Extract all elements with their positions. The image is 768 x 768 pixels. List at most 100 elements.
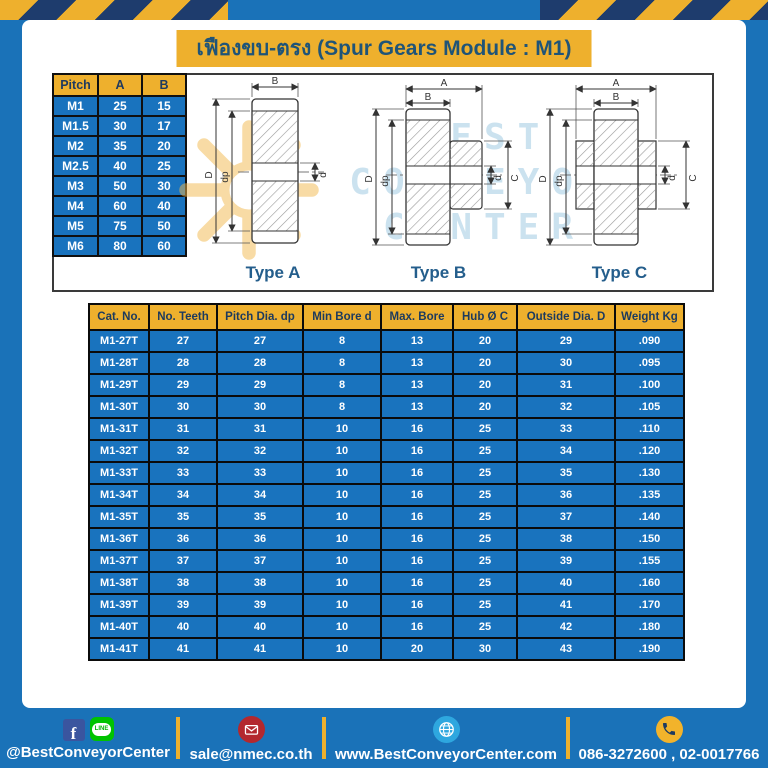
table-cell: 40 — [97, 155, 143, 177]
table-cell: 31 — [148, 417, 218, 441]
table-cell: 16 — [380, 461, 454, 485]
table-cell: 20 — [452, 395, 518, 419]
column-header: Min Bore d — [302, 303, 382, 331]
table-cell: 25 — [452, 571, 518, 595]
diagram-section: BEST CONVEYOR CENTER Pitch A B M1 25 15 M1.5 30… — [52, 73, 714, 292]
spec-table: Cat. No. No. Teeth Pitch Dia. dp Min Bore d… — [88, 303, 685, 661]
table-cell: 13 — [380, 329, 454, 353]
table-cell: 16 — [380, 483, 454, 507]
table-row: M4 60 40 — [52, 195, 187, 217]
table-cell: M3 — [52, 175, 99, 197]
table-cell: .100 — [614, 373, 685, 397]
table-cell: 10 — [302, 417, 382, 441]
table-cell: 38 — [216, 571, 304, 595]
table-cell: 8 — [302, 351, 382, 375]
table-cell: 37 — [516, 505, 616, 529]
table-row: M3 50 30 — [52, 175, 187, 197]
table-cell: 41 — [216, 637, 304, 661]
globe-icon — [432, 715, 460, 743]
table-cell: M1-31T — [88, 417, 150, 441]
footer-divider — [566, 717, 570, 759]
table-row: M1-34T 34 34 10 16 25 36.135 — [88, 483, 685, 507]
table-cell: 30 — [452, 637, 518, 661]
table-cell: 30 — [141, 175, 187, 197]
table-cell: M1-27T — [88, 329, 150, 353]
table-cell: .110 — [614, 417, 685, 441]
table-cell: 35 — [516, 461, 616, 485]
svg-text:A: A — [441, 78, 448, 89]
table-cell: 35 — [148, 505, 218, 529]
table-cell: 35 — [97, 135, 143, 157]
footer-website-section: www.BestConveyorCenter.com — [326, 708, 566, 768]
table-cell: M1-33T — [88, 461, 150, 485]
svg-text:D: D — [204, 171, 215, 178]
table-row: M1-40T 40 40 10 16 25 42.180 — [88, 615, 685, 639]
table-cell: .135 — [614, 483, 685, 507]
table-row: M1-31T 31 31 10 16 25 33.110 — [88, 417, 685, 441]
table-cell: 31 — [216, 417, 304, 441]
table-cell: 41 — [148, 637, 218, 661]
table-cell: .180 — [614, 615, 685, 639]
table-cell: M1-41T — [88, 637, 150, 661]
table-cell: 13 — [380, 351, 454, 375]
line-icon: LINE — [89, 717, 114, 741]
table-cell: .190 — [614, 637, 685, 661]
footer-contact-bar: f LINE @BestConveyorCenter sale@nmec.co.… — [0, 708, 768, 768]
svg-text:D: D — [364, 175, 375, 182]
table-cell: 30 — [97, 115, 143, 137]
table-cell: 29 — [216, 373, 304, 397]
svg-text:D: D — [538, 175, 549, 182]
table-cell: 39 — [516, 549, 616, 573]
table-cell: 40 — [516, 571, 616, 595]
table-cell: 16 — [380, 593, 454, 617]
table-cell: 10 — [302, 527, 382, 551]
table-cell: 10 — [302, 439, 382, 463]
website-url: www.BestConveyorCenter.com — [334, 745, 557, 763]
table-cell: .095 — [614, 351, 685, 375]
table-cell: 28 — [148, 351, 218, 375]
phone-numbers: 086-3272600 , 02-0017766 — [578, 745, 760, 763]
table-cell: M1.5 — [52, 115, 99, 137]
column-header: Max. Bore — [380, 303, 454, 331]
table-cell: 38 — [148, 571, 218, 595]
table-cell: 31 — [516, 373, 616, 397]
table-cell: 10 — [302, 483, 382, 507]
table-cell: 16 — [380, 571, 454, 595]
column-header: Pitch Dia. dp — [216, 303, 304, 331]
table-cell: 16 — [380, 439, 454, 463]
table-cell: 17 — [141, 115, 187, 137]
table-cell: 16 — [380, 417, 454, 441]
svg-text:C: C — [510, 174, 521, 181]
table-cell: M6 — [52, 235, 99, 257]
table-cell: 29 — [516, 329, 616, 353]
svg-text:B: B — [272, 76, 279, 87]
table-cell: 25 — [452, 549, 518, 573]
table-cell: 37 — [216, 549, 304, 573]
column-header: No. Teeth — [148, 303, 218, 331]
table-cell: 40 — [148, 615, 218, 639]
table-cell: 40 — [216, 615, 304, 639]
table-cell: 10 — [302, 571, 382, 595]
table-cell: 16 — [380, 615, 454, 639]
table-row: M1-38T 38 38 10 16 25 40.160 — [88, 571, 685, 595]
svg-text:C: C — [688, 174, 699, 181]
table-cell: 20 — [141, 135, 187, 157]
table-cell: M5 — [52, 215, 99, 237]
table-cell: 13 — [380, 395, 454, 419]
svg-text:A: A — [613, 78, 620, 89]
svg-text:B: B — [613, 92, 620, 103]
table-cell: 30 — [516, 351, 616, 375]
table-row: M1-35T 35 35 10 16 25 37.140 — [88, 505, 685, 529]
table-cell: 29 — [148, 373, 218, 397]
table-cell: M1-40T — [88, 615, 150, 639]
table-cell: M1-37T — [88, 549, 150, 573]
facebook-icon: f — [62, 719, 85, 742]
phone-icon — [655, 715, 683, 743]
table-cell: 38 — [516, 527, 616, 551]
gear-diagram-type-c: A B D dp d — [538, 78, 699, 246]
table-cell: 8 — [302, 373, 382, 397]
table-cell: 33 — [216, 461, 304, 485]
table-cell: 25 — [452, 417, 518, 441]
table-cell: .130 — [614, 461, 685, 485]
